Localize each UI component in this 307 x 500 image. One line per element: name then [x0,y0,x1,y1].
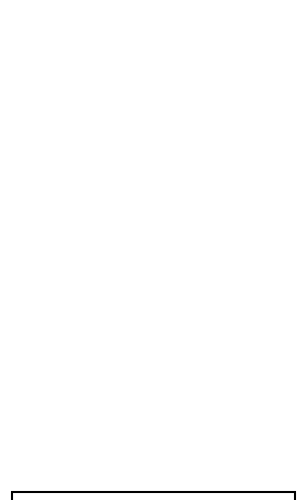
Bar [12,492,295,500]
